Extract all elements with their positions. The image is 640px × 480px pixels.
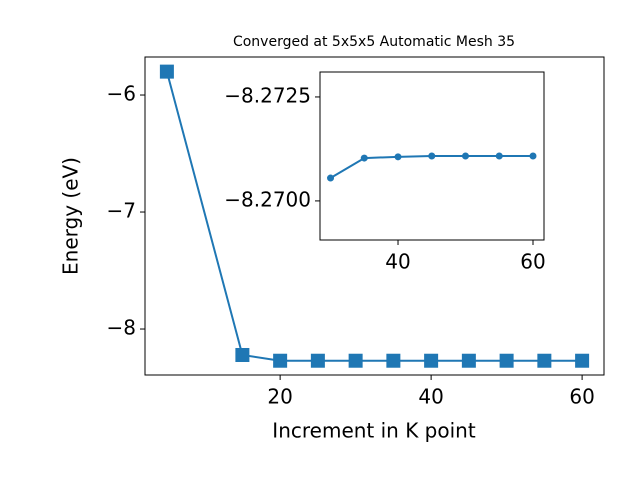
x-tick-label: 40: [385, 250, 410, 274]
x-tick-label: 40: [418, 385, 443, 409]
chart-title: Converged at 5x5x5 Automatic Mesh 35: [233, 34, 515, 50]
marker: [499, 353, 514, 368]
marker: [575, 353, 590, 368]
y-tick-label: −6: [107, 82, 136, 106]
marker: [428, 152, 436, 160]
y-tick-label: −8.2725: [224, 83, 311, 107]
marker: [394, 153, 402, 161]
marker: [235, 347, 250, 362]
y-axis-label: Energy (eV): [59, 157, 83, 275]
marker: [327, 174, 335, 182]
y-tick-label: −8: [107, 316, 136, 340]
y-tick-label: −8.2700: [224, 187, 311, 211]
marker: [273, 353, 288, 368]
marker: [495, 152, 503, 160]
x-tick-label: 60: [520, 250, 545, 274]
marker: [529, 152, 537, 160]
x-tick-label: 20: [267, 385, 292, 409]
x-axis-label: Increment in K point: [272, 419, 476, 443]
y-tick-label: −7: [107, 199, 136, 223]
marker: [462, 152, 470, 160]
marker: [348, 353, 363, 368]
marker: [424, 353, 439, 368]
marker: [310, 353, 325, 368]
marker: [386, 353, 401, 368]
marker: [159, 64, 174, 79]
axes-frame: [319, 71, 545, 241]
marker: [461, 353, 476, 368]
marker: [537, 353, 552, 368]
marker: [360, 154, 368, 162]
axes-frame: [144, 56, 605, 376]
x-tick-label: 60: [569, 385, 594, 409]
